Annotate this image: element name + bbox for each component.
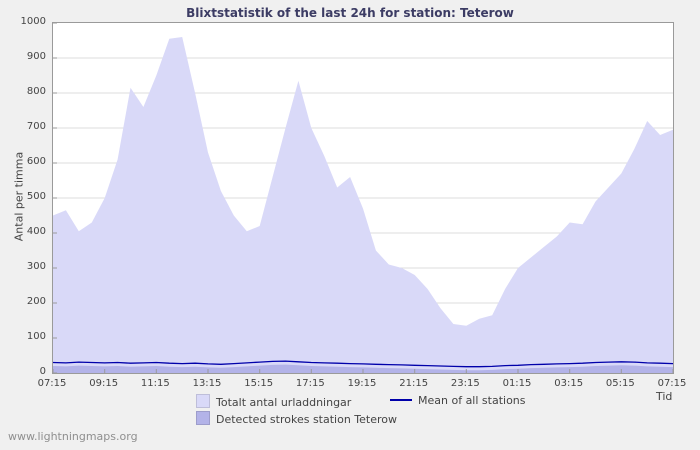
- legend-item-total: Totalt antal urladdningar: [196, 394, 352, 409]
- x-tick-label: 21:15: [399, 378, 429, 389]
- x-tick-label: 11:15: [140, 378, 170, 389]
- y-tick-label: 1000: [20, 16, 46, 27]
- x-tick-label: 09:15: [89, 378, 119, 389]
- x-tick-label: 17:15: [295, 378, 325, 389]
- y-tick-label: 500: [26, 191, 46, 202]
- legend-item-mean: Mean of all stations: [390, 394, 526, 408]
- y-tick-label: 300: [26, 261, 46, 272]
- x-tick-label: 01:15: [502, 378, 532, 389]
- x-tick-label: 13:15: [192, 378, 222, 389]
- chart-title: Blixtstatistik of the last 24h for stati…: [186, 6, 514, 20]
- y-tick-label: 200: [26, 296, 46, 307]
- watermark: www.lightningmaps.org: [8, 430, 138, 443]
- y-tick-label: 400: [26, 226, 46, 237]
- x-tick-label: 03:15: [554, 378, 584, 389]
- x-tick-label: 15:15: [244, 378, 274, 389]
- legend-label-total: Totalt antal urladdningar: [216, 396, 352, 409]
- legend-label-detected: Detected strokes station Teterow: [216, 413, 398, 426]
- y-tick-label: 600: [26, 156, 46, 167]
- plot-area: [52, 22, 674, 374]
- x-tick-label: 19:15: [347, 378, 377, 389]
- legend-label-mean: Mean of all stations: [418, 394, 526, 407]
- series-area-0: [53, 37, 673, 373]
- x-tick-label: 23:15: [450, 378, 480, 389]
- y-tick-label: 900: [26, 51, 46, 62]
- x-tick-label: 05:15: [605, 378, 635, 389]
- legend-item-detected: Detected strokes station Teterow: [196, 411, 398, 426]
- series-line-2: [53, 360, 673, 368]
- x-tick-label: 07:15: [657, 378, 687, 389]
- y-tick-label: 0: [39, 366, 46, 377]
- x-axis-label: Tid: [656, 390, 673, 403]
- y-tick-label: 700: [26, 121, 46, 132]
- y-tick-label: 100: [26, 331, 46, 342]
- y-tick-label: 800: [26, 86, 46, 97]
- detected-area-swatch: [196, 411, 210, 425]
- total-area-swatch: [196, 394, 210, 408]
- mean-line-swatch: [390, 399, 412, 401]
- x-tick-label: 07:15: [37, 378, 67, 389]
